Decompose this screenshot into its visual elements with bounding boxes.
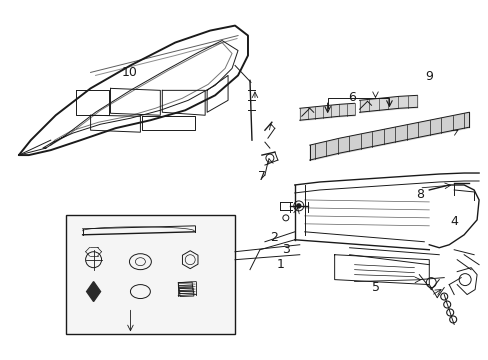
Text: 2: 2 bbox=[269, 231, 277, 244]
Text: 5: 5 bbox=[371, 281, 379, 294]
Text: 1: 1 bbox=[277, 258, 285, 271]
Bar bbox=[178, 282, 192, 288]
Bar bbox=[179, 285, 192, 291]
Text: 6: 6 bbox=[347, 91, 355, 104]
Bar bbox=[180, 291, 193, 297]
Text: 9: 9 bbox=[425, 69, 433, 82]
Polygon shape bbox=[86, 282, 101, 302]
Circle shape bbox=[296, 204, 300, 208]
Text: 10: 10 bbox=[122, 66, 138, 79]
Text: 4: 4 bbox=[449, 215, 457, 228]
Bar bbox=[65, 215, 235, 334]
Text: 8: 8 bbox=[415, 188, 423, 201]
Bar bbox=[179, 288, 193, 293]
Text: 3: 3 bbox=[282, 243, 289, 256]
Text: 7: 7 bbox=[257, 170, 265, 183]
